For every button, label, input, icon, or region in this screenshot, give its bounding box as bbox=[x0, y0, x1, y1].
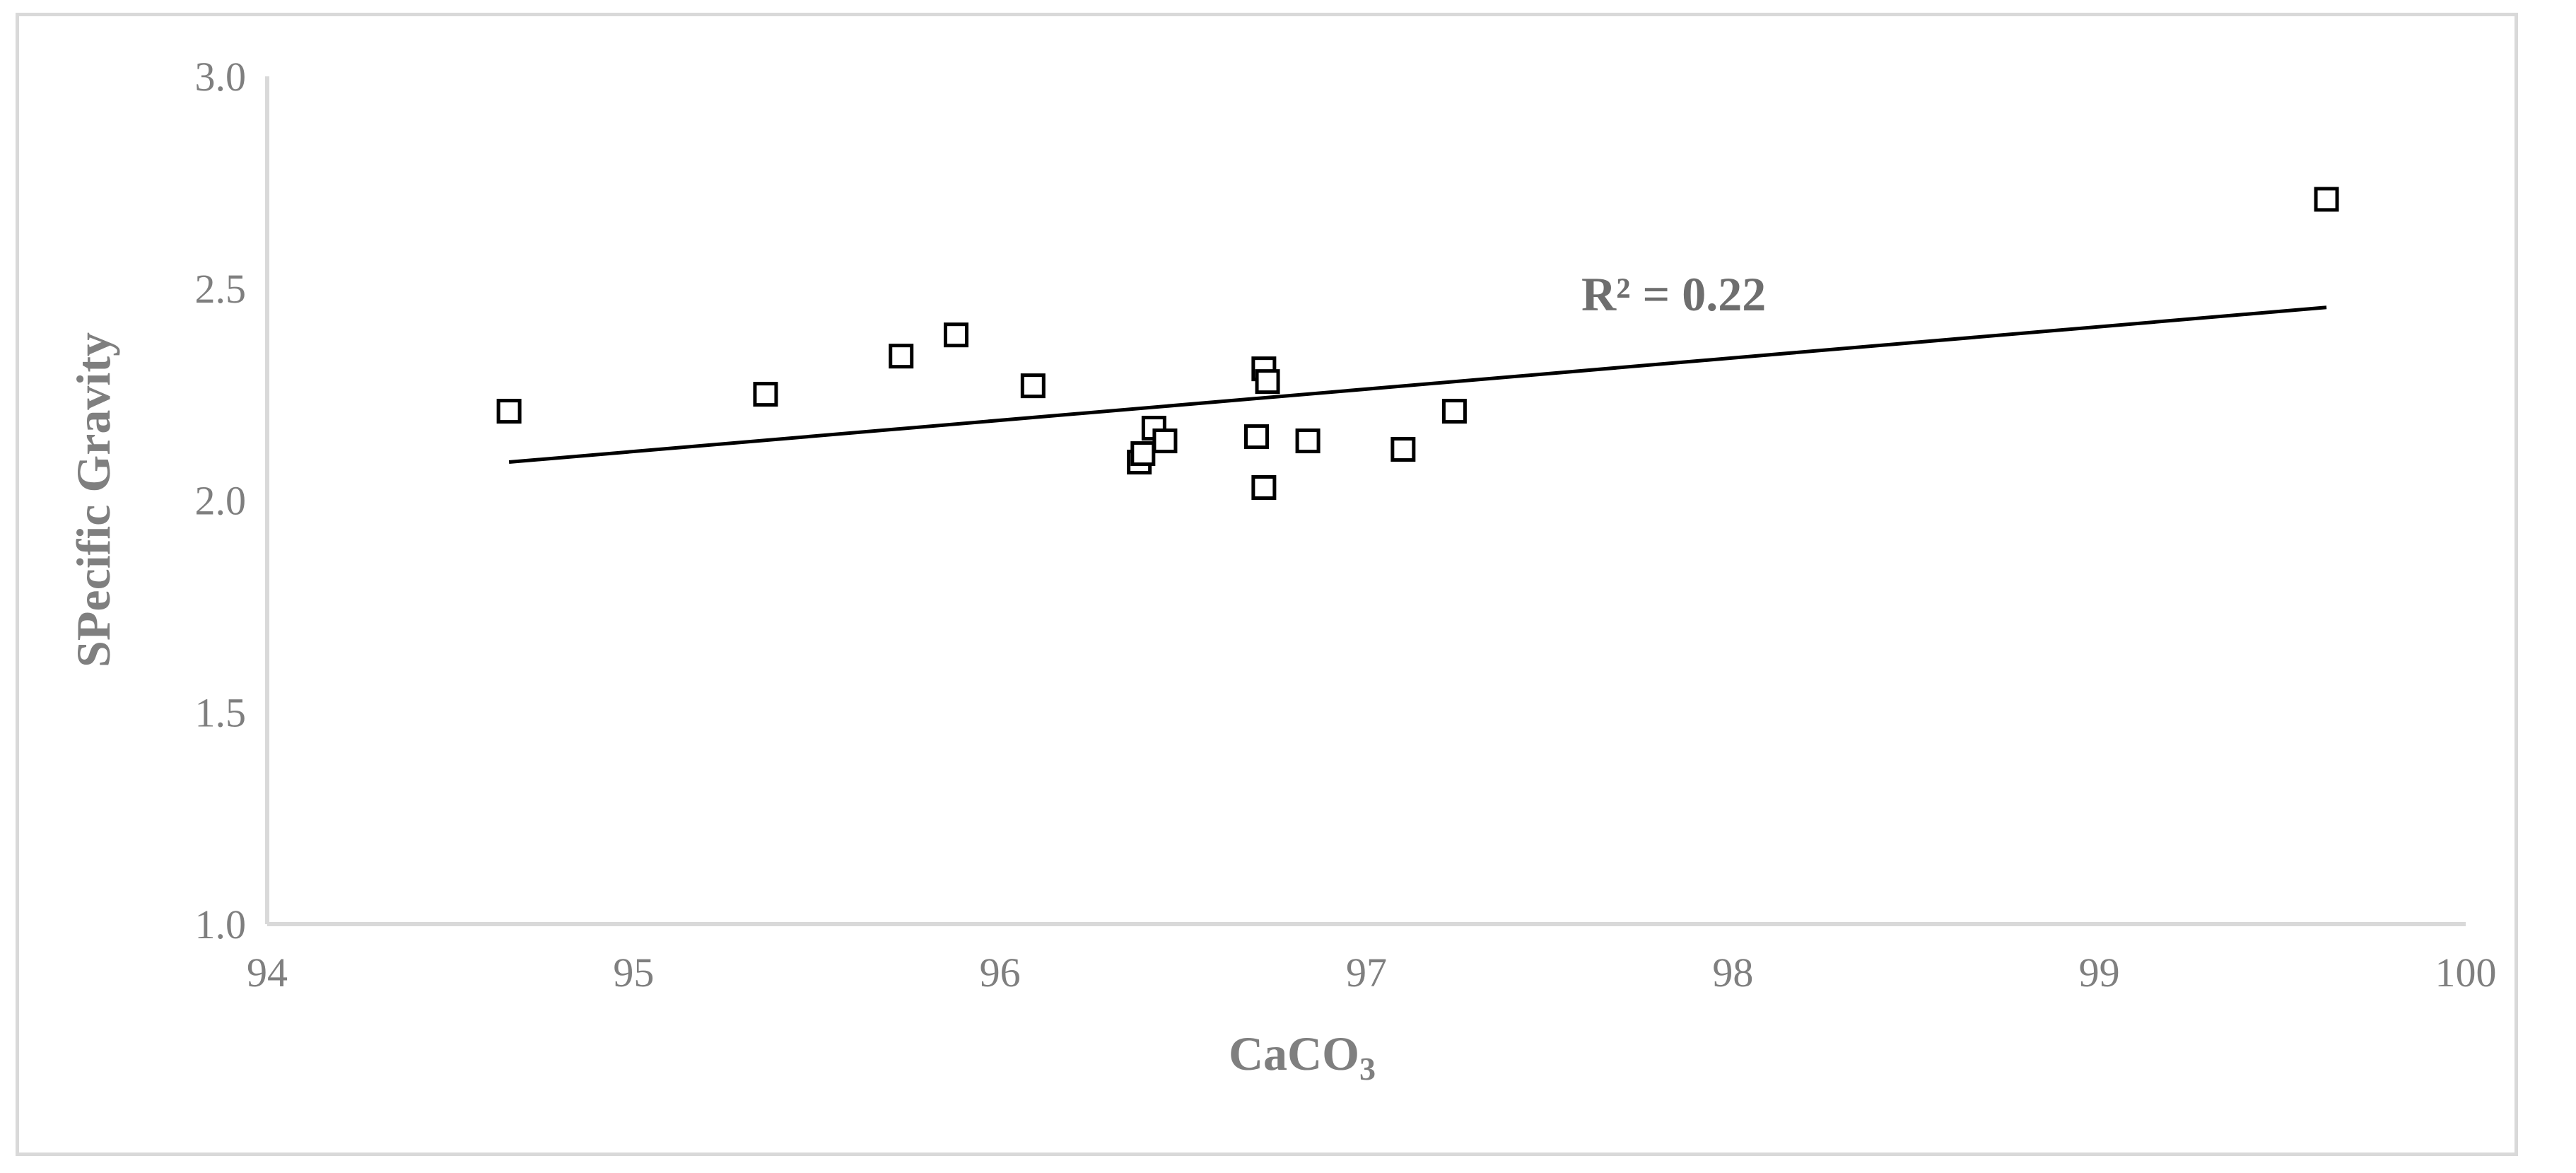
chart-frame: 1.0 1.5 2.0 2.5 3.0 94 95 96 97 98 99 100 SPecific … bbox=[16, 13, 2518, 1156]
y-tick-label: 1.5 bbox=[195, 689, 247, 735]
x-tick-label: 96 bbox=[980, 950, 1021, 996]
data-point bbox=[1152, 428, 1178, 454]
x-axis-title: CaCO3 bbox=[1229, 1027, 1376, 1087]
data-point bbox=[943, 322, 968, 348]
y-axis-title: SPecific Gravity bbox=[66, 332, 120, 667]
x-tick-label: 98 bbox=[1712, 950, 1753, 996]
y-tick-label: 2.5 bbox=[195, 266, 247, 312]
x-tick-label: 94 bbox=[247, 950, 288, 996]
trendline bbox=[508, 305, 2327, 465]
data-point bbox=[1295, 428, 1321, 454]
data-point bbox=[1130, 441, 1156, 467]
y-tick-label: 2.0 bbox=[195, 478, 247, 524]
x-tick-label: 99 bbox=[2079, 950, 2120, 996]
data-point bbox=[496, 399, 522, 424]
data-point bbox=[889, 344, 914, 369]
y-tick-label: 3.0 bbox=[195, 54, 247, 100]
data-point bbox=[1391, 437, 1416, 462]
y-tick-label: 1.0 bbox=[195, 901, 247, 947]
data-point bbox=[1255, 369, 1280, 395]
data-point bbox=[753, 382, 778, 407]
x-tick-label: 97 bbox=[1346, 950, 1387, 996]
x-tick-label: 100 bbox=[2435, 950, 2497, 996]
data-point bbox=[1244, 424, 1269, 450]
data-point bbox=[2314, 187, 2339, 212]
x-tick-label: 95 bbox=[613, 950, 654, 996]
scatter-chart: 1.0 1.5 2.0 2.5 3.0 94 95 96 97 98 99 100 SPecific … bbox=[66, 54, 2497, 1087]
x-axis-title-subscript: 3 bbox=[1359, 1051, 1376, 1087]
data-point bbox=[1441, 399, 1467, 424]
data-point bbox=[1020, 373, 1046, 399]
trendline-r2-label: R² = 0.22 bbox=[1581, 267, 1766, 321]
x-axis-title-text: CaCO bbox=[1229, 1027, 1359, 1080]
data-point bbox=[1251, 475, 1277, 501]
